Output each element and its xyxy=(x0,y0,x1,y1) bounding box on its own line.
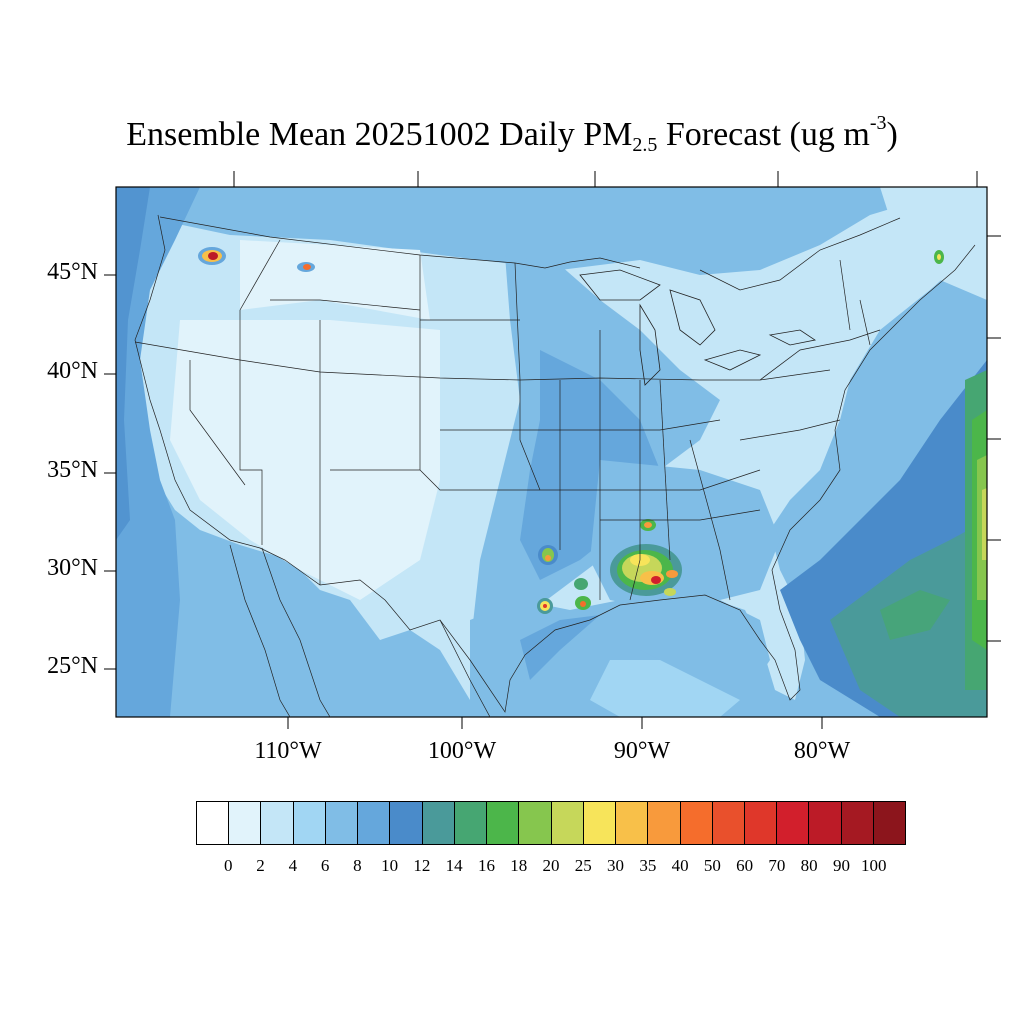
lat-label: 25°N xyxy=(47,653,98,679)
lat-label: 40°N xyxy=(47,358,98,384)
colorbar-label: 30 xyxy=(607,856,625,875)
colorbar-swatch xyxy=(390,802,423,844)
lon-label: 110°W xyxy=(254,738,322,764)
colorbar-swatch xyxy=(422,802,455,844)
colorbar-label: 4 xyxy=(288,856,298,875)
map-frame xyxy=(115,186,988,718)
concentration-field xyxy=(116,187,987,717)
colorbar-swatch xyxy=(583,802,617,844)
colorbar-label: 14 xyxy=(445,856,463,875)
hotspot-houston xyxy=(537,598,553,614)
colorbar-label: 90 xyxy=(832,856,850,875)
colorbar-label: 18 xyxy=(510,856,528,875)
colorbar-swatch xyxy=(261,802,294,844)
colorbar-swatch xyxy=(680,802,713,844)
colorbar-swatch xyxy=(358,802,391,844)
colorbar-label: 10 xyxy=(381,856,399,875)
colorbar-swatch xyxy=(519,802,552,844)
colorbar-swatch xyxy=(777,802,810,844)
lat-label: 45°N xyxy=(47,259,98,285)
colorbar-label: 70 xyxy=(768,856,786,875)
colorbar-label: 8 xyxy=(353,856,362,875)
colorbar-label: 12 xyxy=(413,856,431,875)
lon-label: 100°W xyxy=(427,738,497,764)
colorbar-swatch xyxy=(873,802,906,844)
colorbar-swatch xyxy=(648,802,681,844)
colorbar-label: 35 xyxy=(639,856,657,875)
colorbar-label: 25 xyxy=(574,856,592,875)
lat-label: 30°N xyxy=(47,555,98,581)
lat-label: 35°N xyxy=(47,457,98,483)
hotspot-oregon xyxy=(198,247,226,265)
colorbar-swatch xyxy=(616,802,649,844)
colorbar-label: 0 xyxy=(224,856,233,875)
colorbar-swatch xyxy=(841,802,874,844)
hotspot-idaho xyxy=(297,262,315,272)
state-boundaries xyxy=(134,214,976,713)
colorbar-label: 2 xyxy=(256,856,265,875)
colorbar-label: 20 xyxy=(542,856,560,875)
colorbar-swatch xyxy=(809,802,842,844)
colorbar-swatch xyxy=(229,802,262,844)
colorbar-label: 16 xyxy=(477,856,495,875)
colorbar-swatch xyxy=(293,802,326,844)
hotspot-maine xyxy=(934,250,944,264)
map-title: Ensemble Mean 20251002 Daily PM2.5 Forec… xyxy=(126,112,898,156)
colorbar-swatch xyxy=(454,802,488,844)
mexico-outline xyxy=(229,544,491,717)
colorbar-swatch xyxy=(325,802,359,844)
colorbar-swatch xyxy=(744,802,778,844)
axis-ticks xyxy=(104,171,1001,729)
colorbar-swatch xyxy=(551,802,584,844)
colorbar-label: 40 xyxy=(671,856,689,875)
colorbar xyxy=(196,801,906,845)
colorbar-swatch xyxy=(712,802,745,844)
colorbar-label: 50 xyxy=(703,856,721,875)
lon-label: 90°W xyxy=(613,738,671,764)
lon-label: 80°W xyxy=(793,738,851,764)
hotspot-east-texas xyxy=(538,545,558,565)
great-lakes xyxy=(579,269,817,386)
hotspot-louisiana xyxy=(574,578,591,610)
colorbar-label: 100 xyxy=(860,856,887,875)
colorbar-label: 6 xyxy=(320,856,330,875)
colorbar-label: 80 xyxy=(800,856,818,875)
colorbar-swatch xyxy=(197,802,230,844)
colorbar-swatch xyxy=(487,802,520,844)
hotspot-mississippi xyxy=(610,519,682,596)
colorbar-label: 60 xyxy=(736,856,754,875)
